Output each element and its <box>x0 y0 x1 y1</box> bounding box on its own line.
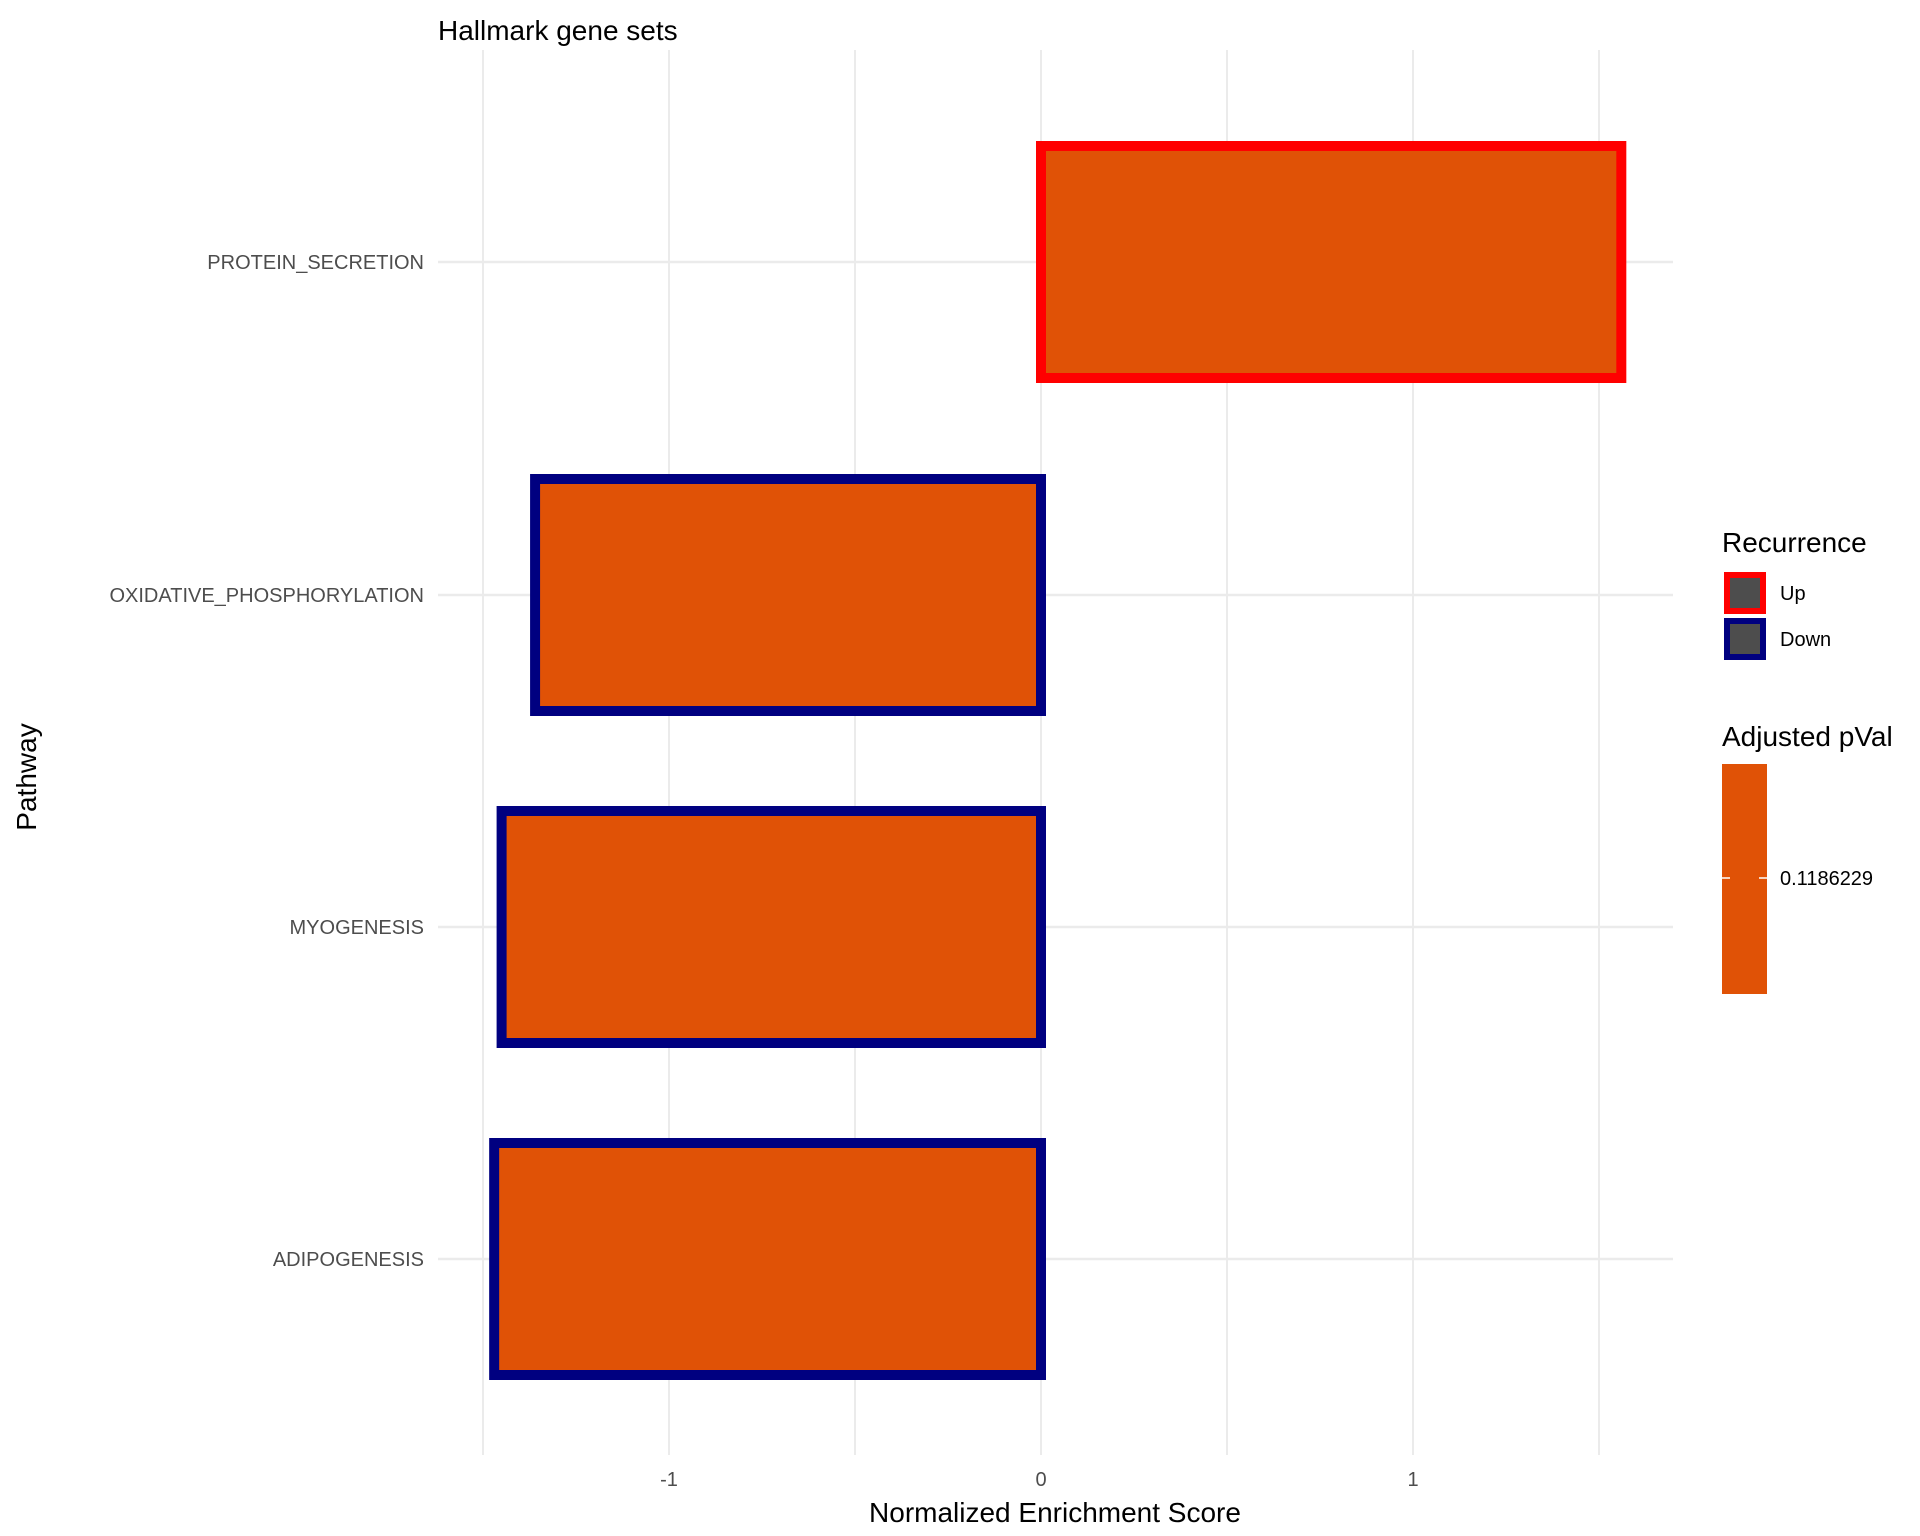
y-tick-label: OXIDATIVE_PHOSPHORYLATION <box>109 585 424 607</box>
pval-colorbar <box>1722 764 1767 994</box>
x-tick-labels: -1 0 1 <box>660 1469 1418 1491</box>
pval-legend-title: Adjusted pVal <box>1722 721 1893 752</box>
y-tick-label: MYOGENESIS <box>290 917 424 939</box>
pval-colorbar-label: 0.1186229 <box>1780 868 1873 890</box>
recurrence-legend-title: Recurrence <box>1722 527 1867 558</box>
bar-myogenesis <box>496 806 1047 1048</box>
pval-legend: Adjusted pVal 0.1186229 <box>1722 721 1893 994</box>
x-tick-label: 0 <box>1035 1469 1046 1491</box>
y-axis-title: Pathway <box>11 723 42 830</box>
y-tick-labels: PROTEIN_SECRETION OXIDATIVE_PHOSPHORYLATI… <box>109 252 424 1271</box>
bar-oxidative-phosphorylation <box>530 474 1047 716</box>
x-tick-label: 1 <box>1407 1469 1418 1491</box>
legend-key-up <box>1724 572 1766 614</box>
legend-label-up: Up <box>1780 583 1806 605</box>
x-axis-title: Normalized Enrichment Score <box>869 1497 1241 1528</box>
recurrence-legend: Recurrence Up Down <box>1722 527 1867 660</box>
x-tick-label: -1 <box>660 1469 678 1491</box>
y-tick-label: ADIPOGENESIS <box>273 1249 424 1271</box>
y-tick-label: PROTEIN_SECRETION <box>207 252 424 274</box>
chart-title: Hallmark gene sets <box>438 15 678 46</box>
recurrence-legend-items: Up Down <box>1724 572 1831 660</box>
bar-layer <box>489 141 1627 1380</box>
legend-key-down <box>1724 618 1766 660</box>
bar-protein-secretion <box>1036 141 1627 383</box>
legend-label-down: Down <box>1780 629 1831 651</box>
bar-adipogenesis <box>489 1138 1047 1380</box>
